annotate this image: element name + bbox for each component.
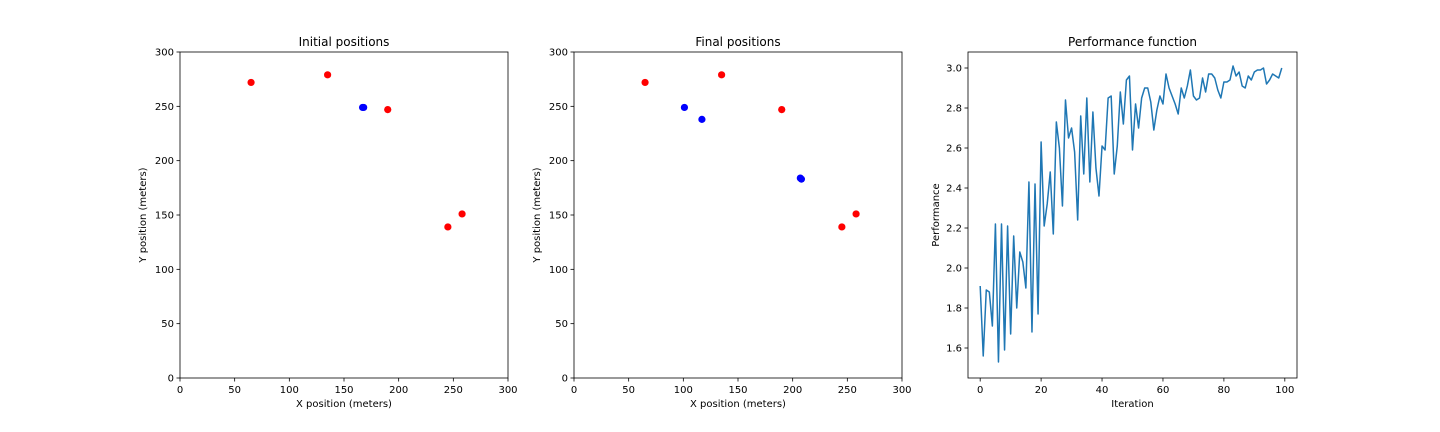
chart-2-point-s2-1: [680, 103, 689, 112]
chart-2-ytick-label-7: 300: [549, 48, 568, 59]
chart-3-ytick-label-1: 1.6: [946, 344, 962, 355]
chart-1-xlabel: X position (meters): [296, 399, 392, 410]
final-positions-panel: 0 50 100 150 200 250 300 0 50 100 150 200 250 300 Fina…: [532, 35, 912, 410]
chart-1-ytick-label-1: 0: [168, 374, 174, 385]
chart-2-point-s1-4: [838, 223, 846, 231]
chart-2-xtick-label-4: 150: [728, 385, 747, 396]
chart-1-xtick-label-3: 100: [280, 385, 299, 396]
initial-positions-panel: 0 50 100 150 200 250 300 0 50 100 150 200 250 300 Init…: [138, 35, 518, 410]
chart-1-title: Initial positions: [299, 35, 390, 49]
performance-function-panel: 0 20 40 60 80 100 1.6 1.8 2.0 2.2 2.4 2.6 2.8 3.0 Perf…: [931, 35, 1298, 410]
chart-2-title: Final positions: [695, 35, 780, 49]
chart-1-point-s1-3: [384, 105, 392, 114]
chart-3-ytick-label-3: 2.0: [946, 264, 962, 275]
chart-3-xtick-label-1: 0: [977, 385, 983, 396]
chart-2-xtick-label-3: 100: [674, 385, 693, 396]
chart-1-point-s1-5: [458, 210, 466, 218]
chart-2-ytick-label-1: 0: [562, 374, 568, 385]
chart-2-ytick-label-6: 250: [549, 102, 568, 113]
chart-1-ytick-label-7: 300: [155, 48, 174, 59]
chart-2-ytick-label-4: 150: [549, 211, 568, 222]
chart-1-point-s2-2: [360, 103, 368, 112]
chart-3-axes-frame: [967, 51, 1298, 379]
chart-1-ytick-label-4: 150: [155, 211, 174, 222]
chart-3-series-line-1: [979, 65, 1283, 363]
chart-3-ytick-label-6: 2.6: [946, 144, 962, 155]
chart-1-ytick-label-3: 100: [155, 265, 174, 276]
chart-2-point-s1-1: [641, 78, 649, 87]
chart-2-point-s1-3: [778, 105, 786, 114]
chart-2-point-s2-4: [797, 175, 806, 183]
chart-2-ylabel: Y position (meters): [532, 167, 543, 263]
chart-2-xtick-label-7: 300: [892, 385, 911, 396]
chart-1-xtick-label-2: 50: [228, 385, 241, 396]
chart-2-point-s1-5: [852, 210, 860, 218]
chart-1-xtick-label-5: 200: [389, 385, 408, 396]
chart-1-point-s1-1: [247, 78, 255, 87]
chart-3-xtick-label-3: 40: [1096, 385, 1109, 396]
chart-2-xtick-label-6: 250: [838, 385, 857, 396]
chart-2-ytick-label-3: 100: [549, 265, 568, 276]
chart-3-xtick-label-2: 20: [1035, 385, 1048, 396]
chart-2-xtick-label-5: 200: [783, 385, 802, 396]
chart-2-ytick-label-2: 50: [555, 319, 568, 330]
chart-2-point-s1-2: [718, 71, 726, 79]
chart-3-ytick-label-5: 2.4: [946, 184, 962, 195]
chart-2-xtick-label-2: 50: [622, 385, 635, 396]
chart-1-xtick-label-1: 0: [177, 385, 183, 396]
chart-3-ytick-label-8: 3.0: [946, 64, 962, 75]
chart-1-ytick-label-2: 50: [161, 319, 174, 330]
chart-2-xtick-label-1: 0: [571, 385, 577, 396]
chart-2-xlabel: X position (meters): [690, 399, 786, 410]
chart-1-xtick-label-7: 300: [498, 385, 517, 396]
chart-3-ytick-label-7: 2.8: [946, 104, 962, 115]
chart-1-ytick-label-5: 200: [155, 156, 174, 167]
chart-2-ytick-label-5: 200: [549, 156, 568, 167]
chart-1-ytick-label-6: 250: [155, 102, 174, 113]
chart-1-point-s1-4: [444, 223, 452, 231]
chart-1-point-s1-2: [324, 71, 332, 79]
chart-3-xtick-label-6: 100: [1275, 385, 1294, 396]
chart-1-ylabel: Y position (meters): [138, 167, 149, 263]
chart-3-title: Performance function: [1068, 35, 1197, 49]
chart-3-ytick-label-4: 2.2: [946, 224, 962, 235]
chart-1-xtick-label-6: 250: [444, 385, 463, 396]
chart-3-xtick-label-4: 60: [1157, 385, 1170, 396]
chart-1-xtick-label-4: 150: [334, 385, 353, 396]
chart-3-ylabel: Performance: [931, 183, 942, 246]
chart-3-xtick-label-5: 80: [1218, 385, 1231, 396]
chart-3-xlabel: Iteration: [1111, 399, 1153, 410]
chart-3-ytick-label-2: 1.8: [946, 304, 962, 315]
chart-2-point-s2-2: [698, 115, 706, 123]
